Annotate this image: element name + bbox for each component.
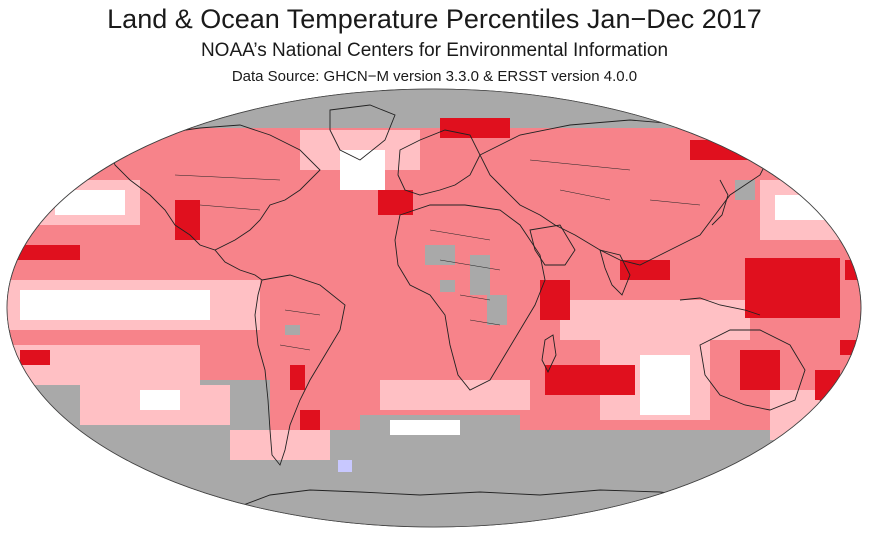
cell-no-data — [470, 255, 490, 295]
cell-record-warmest — [545, 365, 635, 395]
country-borders — [174, 159, 701, 351]
cell-near-average — [640, 355, 690, 415]
arabia-coast — [529, 224, 576, 266]
cell-record-warmest — [745, 258, 840, 318]
cell-above-average — [380, 380, 530, 410]
cell-record-warmest — [815, 370, 840, 400]
cell-record-warmest — [378, 190, 413, 215]
cell-near-average — [55, 190, 125, 215]
cell-record-warmest — [290, 365, 305, 390]
australia-coast — [699, 329, 806, 411]
cell-record-warmest — [620, 260, 670, 280]
cell-below-average — [338, 460, 352, 472]
cell-record-warmest — [175, 200, 200, 240]
cell-above-average — [560, 300, 750, 340]
central-america-coast — [214, 249, 263, 281]
cell-record-warmest — [440, 118, 510, 138]
cell-near-average — [390, 420, 460, 435]
arctic-no-data — [7, 89, 861, 128]
madagascar-coast — [541, 334, 557, 374]
map-title: Land & Ocean Temperature Percentiles Jan… — [107, 4, 762, 34]
cell-record-warmest — [840, 340, 861, 355]
antarctic-no-data — [7, 430, 861, 527]
north-america-coast — [109, 124, 321, 251]
cell-above-average — [770, 390, 850, 440]
cell-no-data — [440, 280, 455, 292]
cell-above-average — [230, 430, 330, 460]
south-america-coast — [254, 274, 346, 466]
cell-no-data — [425, 245, 455, 265]
india-coast — [599, 249, 631, 296]
cell-no-data — [285, 325, 300, 335]
africa-coast — [394, 204, 546, 391]
japan-coast — [711, 179, 729, 226]
cell-record-warmest — [690, 140, 750, 160]
cell-no-data — [487, 295, 507, 325]
cell-near-average — [140, 390, 180, 410]
cell-near-average — [340, 150, 385, 190]
cell-record-warmest — [10, 245, 80, 260]
europe-coast — [397, 129, 481, 196]
data-source: Data Source: GHCN−M version 3.3.0 & ERSS… — [231, 68, 638, 85]
cell-record-warmest — [540, 280, 570, 320]
cell-no-data — [735, 180, 755, 200]
coastlines — [109, 104, 829, 511]
cell-record-warmest — [740, 350, 780, 390]
map-subtitle: NOAA’s National Centers for Environmenta… — [200, 40, 669, 61]
cell-record-warmest — [20, 350, 50, 365]
cell-record-warmest — [300, 410, 320, 430]
greenland-coast — [329, 104, 396, 161]
indonesia-coast — [679, 297, 761, 316]
cell-near-average — [20, 290, 210, 320]
